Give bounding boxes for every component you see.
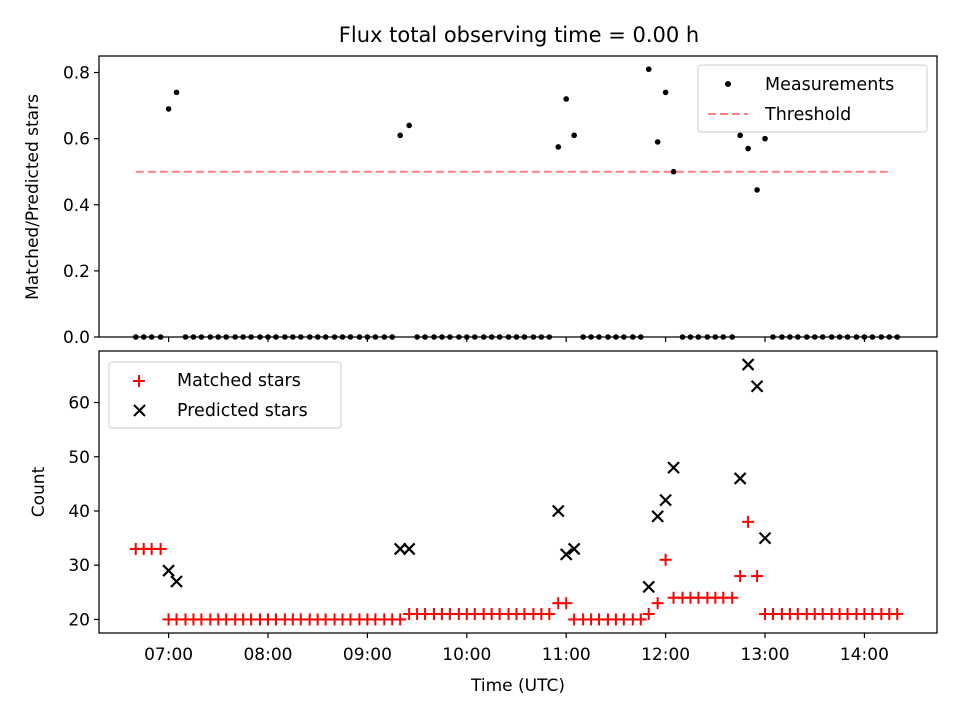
x-tick-label: 12:00 (641, 645, 690, 665)
x-axis-label: Time (UTC) (470, 676, 565, 696)
bottom-y-axis-label: Count (29, 466, 49, 517)
measurement-point (654, 139, 661, 145)
predicted-star-point (758, 531, 772, 545)
bottom-y-tick-label: 60 (68, 394, 90, 414)
matched-star-point (751, 570, 764, 583)
top-legend-box (697, 64, 928, 133)
predicted-star-point (659, 493, 672, 507)
measurement-point (670, 168, 677, 175)
predicted-star-point (162, 564, 175, 577)
x-tick-label: 14:00 (840, 645, 889, 665)
predicted-star-point (733, 472, 747, 485)
matched-star-point (634, 613, 647, 626)
measurement-point (737, 132, 743, 139)
measurement-point (406, 122, 412, 129)
predicted-star-point (741, 358, 755, 371)
x-tick-label: 10:00 (442, 645, 491, 665)
top-y-tick-label: 0.6 (63, 130, 90, 150)
legend-predicted-marker (133, 404, 146, 417)
measurement-point (662, 89, 669, 96)
matched-star-point (560, 597, 573, 610)
legend-measurements-label: Measurements (765, 75, 894, 95)
predicted-star-point (642, 580, 655, 594)
bottom-y-tick-label: 40 (68, 502, 90, 522)
predicted-star-point (651, 510, 664, 523)
measurement-point (563, 96, 570, 102)
matched-star-point (543, 608, 556, 621)
matched-star-point (742, 515, 755, 528)
predicted-star-point (170, 575, 183, 588)
legend-matched-label: Matched stars (177, 371, 301, 391)
x-tick-label: 09:00 (343, 645, 392, 665)
measurement-point (745, 145, 751, 152)
measurement-point (173, 89, 180, 96)
legend-threshold-label: Threshold (764, 105, 851, 125)
bottom-y-ticks: 20 30 40 50 60 (68, 394, 99, 630)
top-y-tick-label: 0.8 (63, 64, 90, 84)
legend-matched-marker (133, 375, 145, 387)
measurement-point (165, 106, 172, 112)
top-y-axis-label: Matched/Predicted stars (23, 94, 43, 300)
predicted-star-point (559, 548, 573, 561)
predicted-star-point (750, 379, 764, 393)
matched-star-point (659, 553, 672, 566)
matched-star-point (642, 608, 655, 621)
top-panel: 0.00.20.40.60.8 Matched/Predicted stars … (23, 55, 938, 348)
bottom-axes-frame (98, 350, 938, 634)
measurement-point (754, 187, 760, 193)
legend-measurements-marker (725, 81, 731, 87)
bottom-legend: Matched stars Predicted stars (108, 361, 342, 429)
top-y-tick-label: 0.0 (63, 328, 90, 348)
predicted-star-point (402, 542, 416, 556)
matched-star-point (154, 542, 167, 555)
top-axes-frame (98, 55, 938, 338)
bottom-y-tick-label: 20 (68, 610, 90, 630)
chart-title: Flux total observing time = 0.00 h (339, 23, 699, 47)
matched-star-point (734, 570, 747, 583)
bottom-x-ticks: 07:00 08:00 09:00 10:00 11:00 12:00 13:00 14:00 (144, 633, 889, 665)
measurement-point (397, 132, 404, 139)
measurement-point (762, 135, 768, 142)
bottom-legend-box (108, 361, 342, 429)
legend-predicted-label: Predicted stars (177, 401, 308, 421)
predicted-star-point (567, 542, 581, 556)
bottom-y-tick-label: 50 (68, 448, 90, 468)
measurement-point (645, 66, 652, 73)
x-tick-label: 11:00 (542, 645, 591, 665)
measurement-point (571, 132, 577, 139)
bottom-plot-area (129, 358, 904, 626)
top-x-ticks (167, 337, 866, 342)
bottom-y-tick-label: 30 (68, 556, 90, 576)
predicted-star-point (667, 461, 680, 474)
x-tick-label: 13:00 (741, 645, 790, 665)
matched-star-point (891, 608, 904, 621)
matched-star-point (394, 613, 407, 626)
top-y-tick-label: 0.4 (63, 196, 90, 216)
top-y-tick-label: 0.2 (63, 262, 90, 282)
matched-star-point (651, 597, 664, 610)
top-legend: Measurements Threshold (697, 64, 928, 133)
predicted-star-point (393, 542, 407, 556)
x-tick-label: 08:00 (243, 645, 292, 665)
x-tick-label: 07:00 (144, 645, 193, 665)
measurement-point (555, 144, 562, 150)
matched-star-point (726, 591, 739, 604)
predicted-star-point (551, 504, 565, 518)
top-y-ticks: 0.0 0.2 0.4 0.6 0.8 (63, 64, 99, 348)
bottom-panel: 20 30 40 50 60 07:00 08:00 09:00 10:00 11:00 12:0… (29, 350, 938, 696)
